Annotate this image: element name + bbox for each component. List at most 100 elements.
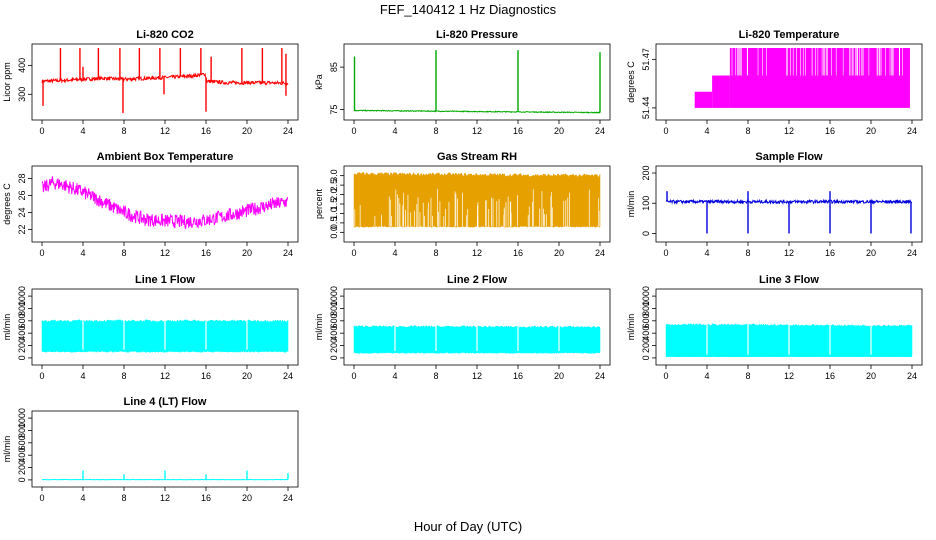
plot-frame	[31, 165, 299, 243]
y-tick-label: 85	[329, 62, 339, 72]
y-tick-label: 200	[17, 338, 27, 353]
y-tick-label: 200	[641, 338, 651, 353]
x-tick-label: 20	[554, 126, 564, 136]
x-tick-label: 20	[242, 371, 252, 381]
x-tick-label: 8	[121, 248, 126, 258]
y-axis-label: kPa	[314, 74, 324, 90]
x-tick-label: 12	[472, 371, 482, 381]
x-tick-label: 4	[392, 371, 397, 381]
x-tick-label: 0	[663, 371, 668, 381]
x-tick-label: 24	[283, 493, 293, 503]
x-tick-label: 24	[283, 371, 293, 381]
x-tick-label: 20	[866, 248, 876, 258]
x-tick-label: 8	[745, 126, 750, 136]
x-tick-label: 0	[663, 248, 668, 258]
plot-frame	[31, 288, 299, 366]
plot-area	[353, 50, 601, 114]
y-tick-label: 400	[329, 326, 339, 341]
x-tick-label: 0	[39, 371, 44, 381]
x-tick-label: 0	[351, 371, 356, 381]
panel-title: Ambient Box Temperature	[97, 151, 234, 163]
y-tick-label: 400	[17, 448, 27, 463]
x-tick-label: 24	[283, 126, 293, 136]
x-tick-label: 8	[433, 248, 438, 258]
x-tick-label: 4	[392, 248, 397, 258]
plot-area	[353, 171, 601, 228]
figure-x-axis-label: Hour of Day (UTC)	[414, 519, 522, 534]
y-tick-label: 24	[17, 207, 27, 217]
x-tick-label: 4	[80, 371, 85, 381]
level-band	[712, 75, 730, 108]
panel-title: Line 4 (LT) Flow	[124, 396, 207, 408]
y-tick-label: 26	[17, 190, 27, 200]
y-tick-label: 400	[17, 58, 27, 73]
panel-title: Line 2 Flow	[447, 274, 507, 286]
y-axis-label: percent	[314, 188, 324, 219]
panel-1: Li-820 Pressure kPa 0 4 8 12 16 20 24 75 85	[314, 29, 611, 136]
y-tick-label: 800	[641, 301, 651, 316]
x-tick-label: 8	[745, 248, 750, 258]
y-tick-label: 1.5	[329, 198, 339, 211]
panel-title: Sample Flow	[755, 151, 823, 163]
x-tick-label: 4	[80, 248, 85, 258]
panel-title: Gas Stream RH	[437, 151, 517, 163]
y-tick-label: 300	[17, 87, 27, 102]
x-tick-label: 16	[201, 248, 211, 258]
y-tick-label: 1000	[17, 408, 27, 428]
panel-title: Li-820 CO2	[136, 29, 193, 41]
y-tick-label: 51.44	[641, 97, 651, 120]
panel-6: Line 1 Flow ml/min 0 4 8 12 16 20 24 0 20040060080…	[2, 274, 299, 381]
x-tick-label: 20	[242, 126, 252, 136]
x-tick-label: 12	[784, 371, 794, 381]
x-tick-label: 24	[907, 248, 917, 258]
y-tick-label: 400	[641, 326, 651, 341]
y-tick-label: 28	[17, 173, 27, 183]
x-tick-label: 12	[160, 371, 170, 381]
panel-title: Line 3 Flow	[759, 274, 819, 286]
y-tick-label: 1000	[641, 286, 651, 306]
plot-area	[41, 48, 289, 114]
y-tick-label: 0	[17, 355, 27, 360]
x-tick-label: 16	[513, 126, 523, 136]
y-tick-label: 200	[17, 460, 27, 475]
x-tick-label: 12	[472, 248, 482, 258]
y-axis-label: ml/min	[2, 314, 12, 341]
y-tick-label: 1000	[17, 286, 27, 306]
x-tick-label: 16	[201, 126, 211, 136]
y-tick-label: 3.0	[329, 169, 339, 182]
x-tick-label: 12	[784, 248, 794, 258]
y-tick-label: 0	[17, 477, 27, 482]
y-tick-label: 0	[641, 355, 651, 360]
x-tick-label: 20	[554, 371, 564, 381]
plot-frame	[655, 288, 923, 366]
y-tick-label: 22	[17, 224, 27, 234]
panel-7: Line 2 Flow ml/min 0 4 8 12 16 20 24 0 20040060080…	[314, 274, 611, 381]
plot-frame	[343, 43, 611, 121]
x-tick-label: 8	[433, 371, 438, 381]
series-line	[41, 71, 289, 86]
y-tick-label: 400	[17, 326, 27, 341]
panel-8: Line 3 Flow ml/min 0 4 8 12 16 20 24 0 20040060080…	[626, 274, 923, 381]
plot-frame	[655, 43, 923, 121]
y-tick-label: 200	[329, 338, 339, 353]
x-tick-label: 8	[121, 126, 126, 136]
x-tick-label: 8	[121, 371, 126, 381]
plot-area	[694, 48, 910, 108]
y-tick-label: 800	[329, 301, 339, 316]
x-tick-label: 24	[595, 371, 605, 381]
panel-2: Li-820 Temperature degrees C 0 4 8 12 16 20 24 51…	[626, 29, 923, 136]
panel-title: Line 1 Flow	[135, 274, 195, 286]
x-tick-label: 20	[866, 126, 876, 136]
series-line	[41, 176, 289, 230]
level-band	[694, 91, 713, 108]
x-tick-label: 24	[907, 126, 917, 136]
panel-3: Ambient Box Temperature degrees C 0 4 8 12 16 2…	[2, 151, 299, 258]
plot-frame	[343, 288, 611, 366]
x-tick-label: 8	[433, 126, 438, 136]
x-tick-label: 16	[201, 493, 211, 503]
y-tick-label: 51.47	[641, 48, 651, 71]
y-axis-label: ml/min	[314, 314, 324, 341]
y-tick-label: 600	[17, 313, 27, 328]
